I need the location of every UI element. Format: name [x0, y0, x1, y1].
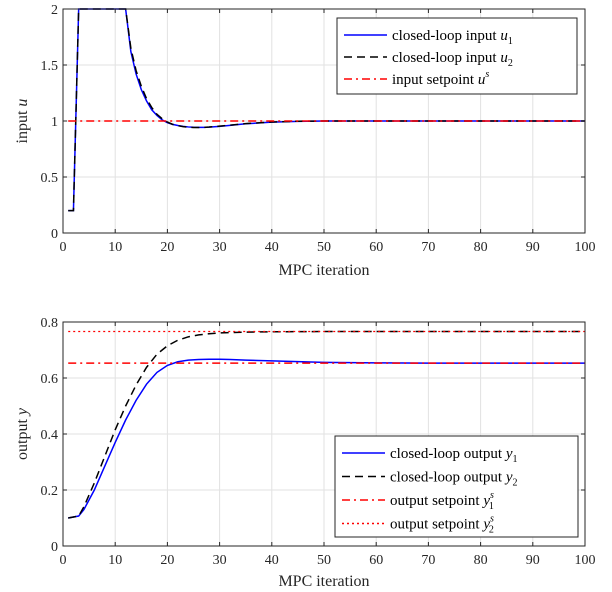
output-x-tick-label: 0: [60, 553, 67, 568]
input-x-tick-label: 80: [474, 240, 488, 255]
input-chart-xlabel: MPC iteration: [278, 262, 369, 279]
input-x-tick-label: 10: [108, 240, 122, 255]
output-chart-lines: [68, 330, 585, 519]
output-chart-ylabel: output y: [14, 407, 31, 460]
input-x-tick-label: 20: [160, 240, 174, 255]
output-chart-ticks: 0 10 20 30 40 50 60 70 80 90 100 0 0.2 0.4 0.6 0.8: [41, 316, 596, 568]
input-x-tick-label: 90: [526, 240, 540, 255]
input-y-tick-label: 1.5: [41, 59, 59, 74]
output-x-tick-label: 50: [317, 553, 331, 568]
output-x-tick-label: 60: [369, 553, 383, 568]
input-x-tick-label: 0: [60, 240, 67, 255]
output-chart-xlabel: MPC iteration: [278, 573, 369, 590]
output-x-tick-label: 40: [265, 553, 279, 568]
input-x-tick-label: 30: [213, 240, 227, 255]
output-y-tick-label: 0.4: [41, 428, 59, 443]
output-legend-label-2: closed-loop output y2: [390, 470, 518, 489]
output-series-line-2: [68, 330, 585, 519]
output-legend-label-1: closed-loop output y1: [390, 446, 518, 465]
output-y-tick-label: 0.2: [41, 484, 59, 499]
output-x-tick-label: 100: [575, 553, 596, 568]
input-chart-ticks: 0 10 20 30 40 50 60 70 80 90 100 0 0.5 1 1.5 2: [41, 3, 596, 255]
input-y-tick-label: 0: [51, 227, 58, 242]
input-x-tick-label: 40: [265, 240, 279, 255]
output-x-tick-label: 90: [526, 553, 540, 568]
output-x-tick-label: 80: [474, 553, 488, 568]
output-chart: 0 10 20 30 40 50 60 70 80 90 100 0 0.2 0.4 0.6 0.8 MPC …: [14, 316, 596, 590]
input-x-tick-label: 50: [317, 240, 331, 255]
input-x-tick-label: 60: [369, 240, 383, 255]
input-x-tick-label: 70: [421, 240, 435, 255]
input-y-tick-label: 0.5: [41, 171, 59, 186]
input-y-tick-label: 1: [51, 115, 58, 130]
output-y-tick-label: 0.6: [41, 372, 59, 387]
input-legend-label-2: closed-loop input u2: [392, 50, 513, 69]
input-chart: 0 10 20 30 40 50 60 70 80 90 100 0 0.5 1 1.5 2 MPC iter…: [14, 3, 596, 279]
output-x-tick-label: 20: [160, 553, 174, 568]
output-y-tick-label: 0.8: [41, 316, 59, 331]
input-legend-label-1: closed-loop input u1: [392, 28, 513, 47]
output-x-tick-label: 10: [108, 553, 122, 568]
output-x-tick-label: 30: [213, 553, 227, 568]
output-legend-label-4: output setpoint ys 2: [390, 514, 494, 536]
input-legend-label-3: input setpoint us: [392, 69, 489, 88]
output-chart-legend: closed-loop output y1 closed-loop output …: [334, 435, 579, 538]
input-chart-legend-box: [336, 17, 578, 95]
output-y-tick-label: 0: [51, 540, 58, 555]
input-chart-ylabel: input u: [14, 99, 31, 144]
input-y-tick-label: 2: [51, 3, 58, 18]
output-x-tick-label: 70: [421, 553, 435, 568]
input-x-tick-label: 100: [575, 240, 596, 255]
output-legend-label-3: output setpoint ys 1: [390, 490, 494, 512]
input-chart-legend: closed-loop input u1 closed-loop input u2…: [336, 17, 578, 95]
